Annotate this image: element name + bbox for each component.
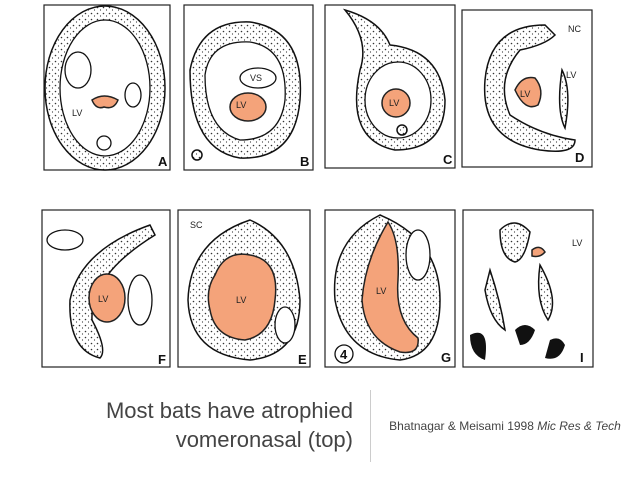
divider (370, 390, 371, 462)
label: LV (389, 98, 399, 108)
label: LV (376, 286, 386, 296)
panel-letter: B (300, 154, 309, 169)
panel-letter: A (158, 154, 168, 169)
panel-e: SC LV E (177, 209, 311, 368)
caption-line: Most bats have atrophied (105, 398, 353, 423)
panel-b: VS LV B (183, 4, 314, 171)
label: VS (250, 73, 262, 83)
panel-f: LV F (41, 209, 171, 368)
citation: Bhatnagar & Meisami 1998 Mic Res & Tech (385, 418, 625, 434)
citation-authors: Bhatnagar & Meisami 1998 (389, 419, 534, 433)
panel-i: LV I (462, 209, 594, 368)
panel-letter: E (298, 352, 307, 367)
citation-journal: Mic Res & Tech (537, 419, 621, 433)
label: NC (568, 24, 581, 34)
panel-c: LV C (324, 4, 456, 169)
panel-d: NC LV LV D (461, 9, 593, 168)
label: LV (236, 295, 246, 305)
panel-letter: I (580, 350, 584, 365)
caption-line: vomeronasal (top) (175, 427, 353, 452)
label: LV (236, 100, 246, 110)
label: LV (72, 108, 82, 118)
panel-letter: C (443, 152, 453, 167)
label: SC (190, 220, 203, 230)
caption: Most bats have atrophied vomeronasal (to… (106, 396, 353, 454)
panel-letter: F (158, 352, 166, 367)
panel-letter: D (575, 150, 584, 165)
circle-marker (334, 344, 354, 364)
figure: LV A VS LV B LV C NC LV LV D LV F SC LV … (41, 4, 594, 368)
panel-letter: G (441, 350, 451, 365)
label: LV (98, 294, 108, 304)
label: LV (566, 70, 576, 80)
panel-g: 4 LV G (324, 209, 456, 368)
panel-a: LV A (43, 4, 171, 171)
label: 4 (340, 347, 348, 362)
label: LV (520, 89, 530, 99)
label: LV (572, 238, 582, 248)
